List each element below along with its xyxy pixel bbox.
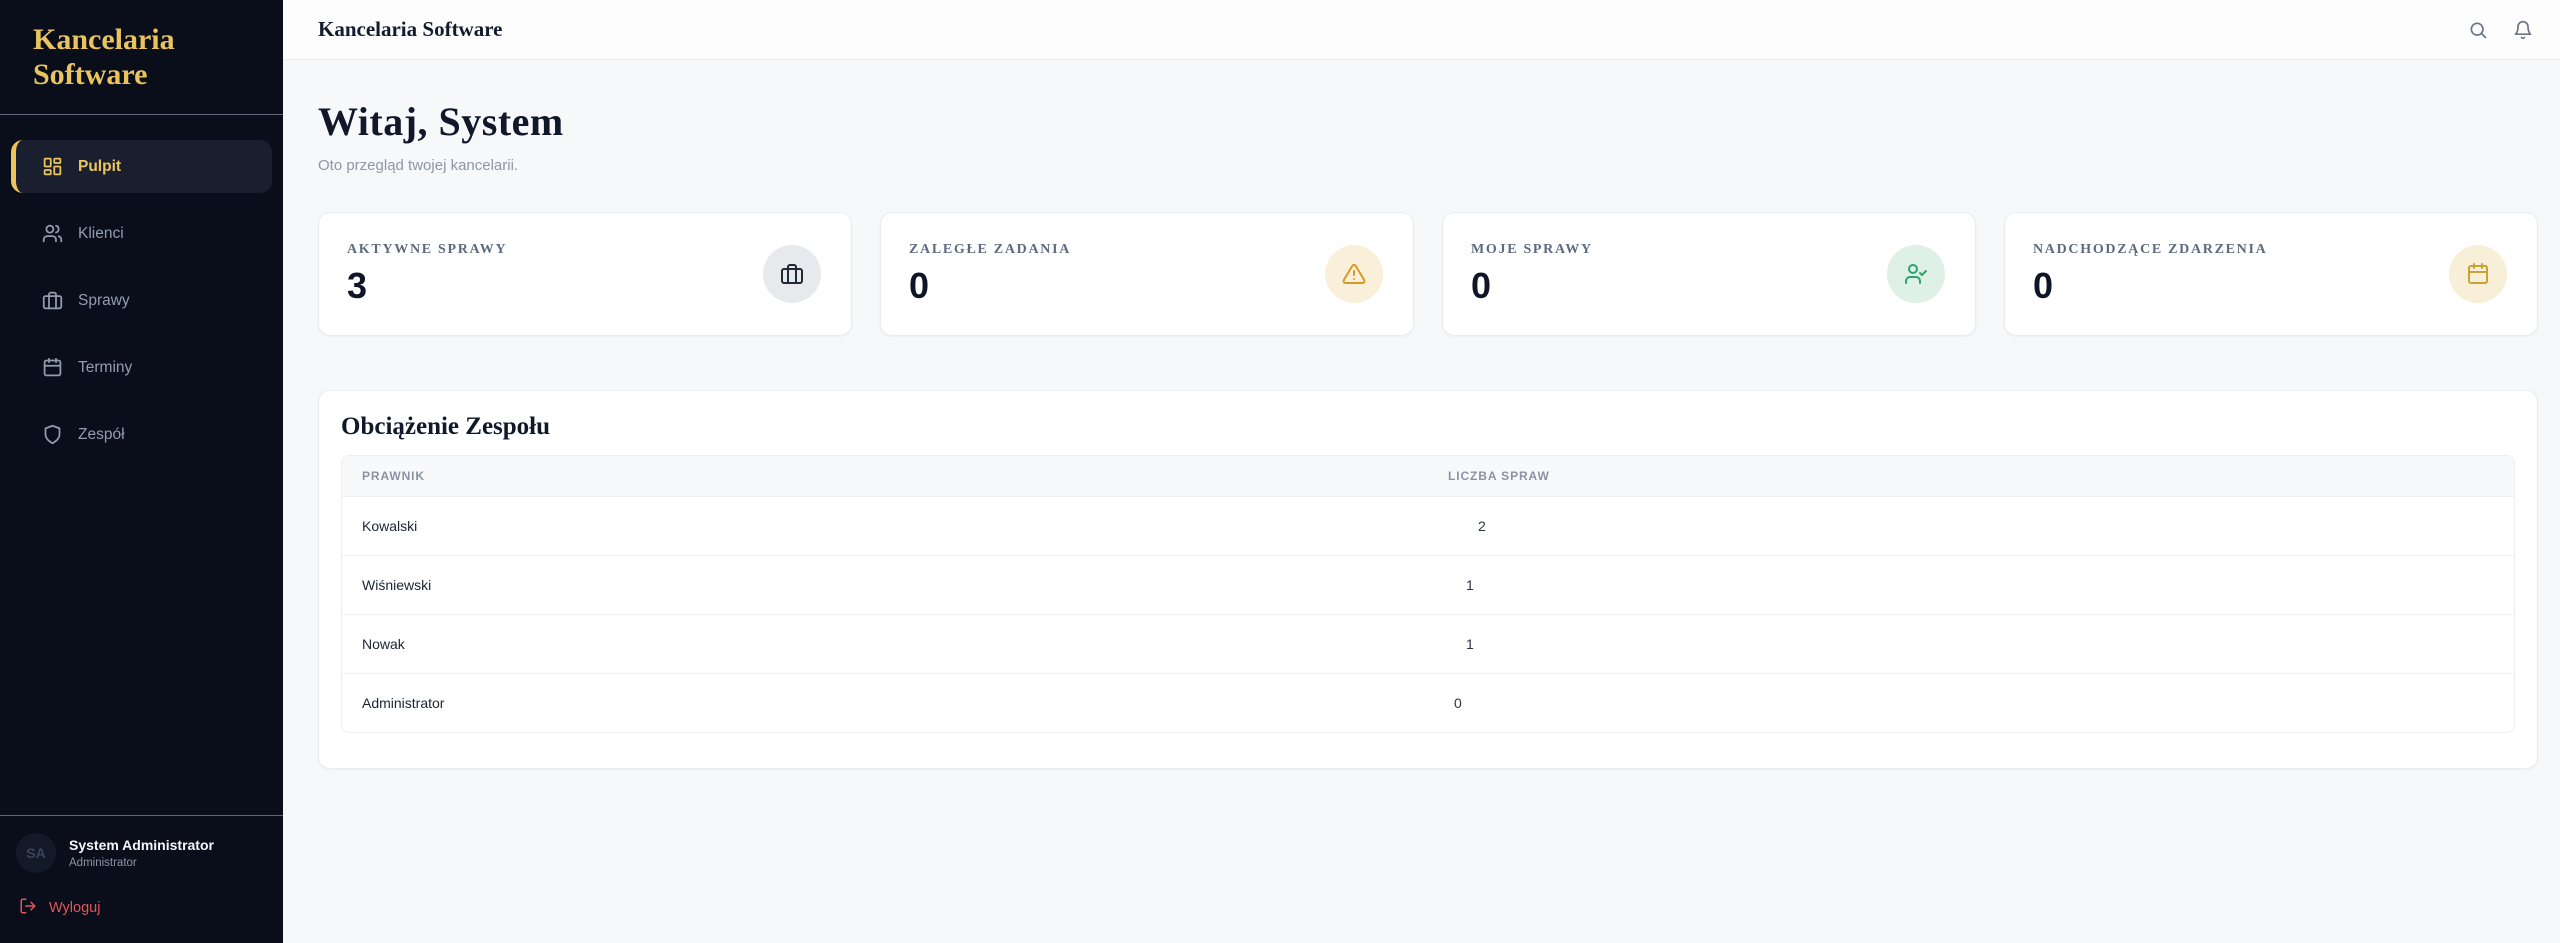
- stat-label: MOJE SPRAWY: [1471, 241, 1593, 257]
- bell-icon[interactable]: [2513, 20, 2533, 40]
- stat-value: 0: [1471, 264, 1492, 306]
- lawyer-name-cell: Kowalski: [342, 496, 1428, 556]
- sidebar-item-label: Terminy: [78, 358, 133, 376]
- calendar-icon: [42, 357, 63, 378]
- main-area: Kancelaria Software Witaj, System Oto pr…: [283, 0, 2560, 943]
- case-count-cell: 1: [1428, 555, 2514, 615]
- sidebar: Kancelaria Software Pulpit Klienci Spraw…: [0, 0, 283, 943]
- user-profile: SA System Administrator Administrator: [0, 816, 283, 883]
- sidebar-item-klienci[interactable]: Klienci: [11, 207, 272, 260]
- search-icon[interactable]: [2468, 20, 2488, 40]
- column-header-prawnik: Prawnik: [342, 456, 1428, 497]
- users-icon: [42, 223, 63, 244]
- topbar-actions: [2468, 20, 2533, 40]
- table-row: Nowak 1: [342, 614, 2514, 674]
- stat-card-zalegle-zadania: ZALEGŁE ZADANIA 0: [880, 212, 1414, 336]
- sidebar-item-zespol[interactable]: Zespół: [11, 408, 272, 461]
- calendar-icon: [2449, 245, 2507, 303]
- stat-card-aktywne-sprawy: AKTYWNE SPRAWY 3: [318, 212, 852, 336]
- sidebar-footer: SA System Administrator Administrator Wy…: [0, 815, 283, 943]
- page-title: Kancelaria Software: [318, 17, 503, 41]
- column-header-liczba-spraw: Liczba Spraw: [1428, 456, 2514, 497]
- greeting-subtitle: Oto przegląd twojej kancelarii.: [318, 157, 519, 174]
- stat-value: 3: [347, 264, 368, 306]
- greeting-heading: Witaj, System: [318, 99, 564, 144]
- sidebar-nav: Pulpit Klienci Sprawy Terminy: [0, 115, 283, 471]
- user-check-icon: [1887, 245, 1945, 303]
- logout-button[interactable]: Wyloguj: [0, 883, 283, 943]
- sidebar-item-label: Sprawy: [78, 291, 130, 309]
- table-row: Wiśniewski 1: [342, 555, 2514, 615]
- user-role: Administrator: [69, 857, 137, 869]
- team-table: Prawnik Liczba Spraw Kowalski 2 Wiśniewski…: [341, 455, 2515, 733]
- footer-divider: [0, 815, 283, 816]
- sidebar-item-sprawy[interactable]: Sprawy: [11, 274, 272, 327]
- topbar: Kancelaria Software: [283, 0, 2560, 60]
- sidebar-item-label: Pulpit: [78, 157, 122, 175]
- case-count-cell: 0: [1454, 695, 1462, 711]
- logout-icon: [19, 897, 37, 919]
- dashboard-grid-icon: [42, 156, 63, 177]
- sidebar-item-label: Klienci: [78, 224, 124, 242]
- case-count-cell: 2: [1428, 496, 2514, 556]
- app-logo: Kancelaria Software: [33, 23, 175, 92]
- lawyer-name-cell: Nowak: [342, 614, 1428, 674]
- stat-card-moje-sprawy: MOJE SPRAWY 0: [1442, 212, 1976, 336]
- avatar: SA: [16, 833, 56, 873]
- team-workload-card: Obciążenie Zespołu Prawnik Liczba Spraw …: [318, 390, 2538, 769]
- content: Witaj, System Oto przegląd twojej kancel…: [283, 60, 2560, 769]
- team-table-body: Kowalski 2 Wiśniewski 1 Nowak 1 Administrator 0: [342, 496, 2514, 733]
- table-row: Administrator 0: [342, 674, 2514, 733]
- stat-label: NADCHODZĄCE ZDARZENIA: [2033, 241, 2268, 257]
- stat-label: AKTYWNE SPRAWY: [347, 241, 508, 257]
- stat-value: 0: [2033, 264, 2054, 306]
- sidebar-item-label: Zespół: [78, 425, 125, 443]
- user-name: System Administrator: [69, 837, 214, 853]
- briefcase-icon: [42, 290, 63, 311]
- lawyer-name-cell: Administrator: [362, 695, 445, 711]
- logout-label: Wyloguj: [49, 900, 101, 916]
- lawyer-name-cell: Wiśniewski: [342, 555, 1428, 615]
- table-row: Kowalski 2: [342, 496, 2514, 556]
- shield-icon: [42, 424, 63, 445]
- alert-triangle-icon: [1325, 245, 1383, 303]
- briefcase-icon: [763, 245, 821, 303]
- stat-value: 0: [909, 264, 930, 306]
- sidebar-divider: [0, 114, 283, 116]
- stats-row: AKTYWNE SPRAWY 3 ZALEGŁE ZADANIA 0: [318, 212, 2538, 336]
- sidebar-item-pulpit[interactable]: Pulpit: [11, 140, 272, 194]
- team-workload-title: Obciążenie Zespołu: [341, 413, 551, 440]
- sidebar-item-terminy[interactable]: Terminy: [11, 341, 272, 394]
- stat-label: ZALEGŁE ZADANIA: [909, 241, 1072, 257]
- table-header-row: Prawnik Liczba Spraw: [342, 456, 2514, 497]
- stat-card-nadchodzace-zdarzenia: NADCHODZĄCE ZDARZENIA 0: [2004, 212, 2538, 336]
- case-count-cell: 1: [1428, 614, 2514, 674]
